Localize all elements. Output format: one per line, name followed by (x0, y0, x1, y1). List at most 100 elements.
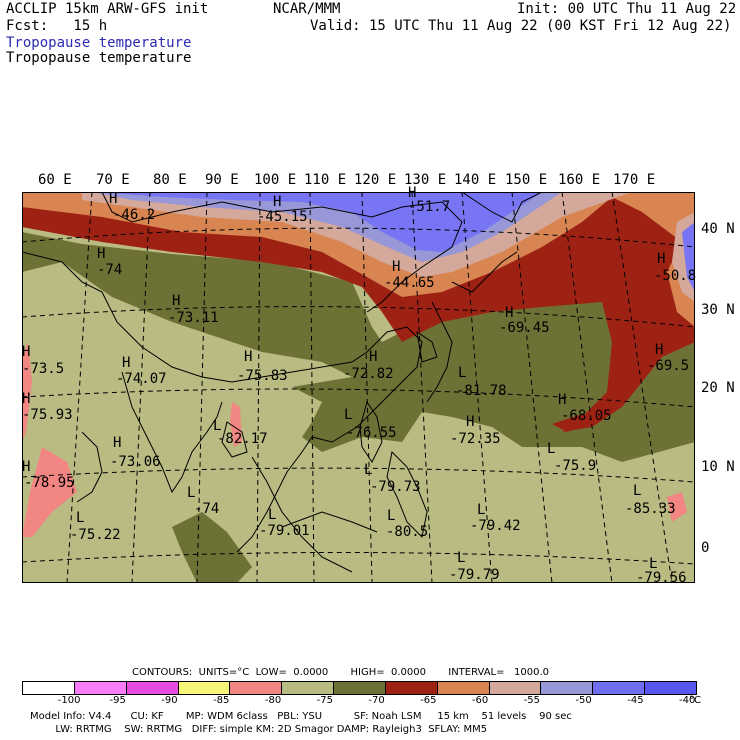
high-value: -73.06 (110, 454, 161, 470)
low-value: -75.9 (554, 458, 597, 474)
lon-label: 150 E (505, 172, 548, 188)
lat-label: 10 N (701, 459, 735, 475)
high-value: -75.83 (237, 368, 288, 384)
high-value: -73.11 (168, 310, 219, 326)
low-value: -79.56 (636, 570, 687, 586)
high-value: -72.82 (343, 366, 394, 382)
low-value: -85.33 (625, 501, 676, 517)
colorbar-tick-label: -95 (109, 695, 126, 706)
lon-label: 120 E (354, 172, 397, 188)
low-marker: L (457, 550, 466, 566)
lon-label: 110 E (304, 172, 347, 188)
high-marker: H (392, 259, 401, 275)
colorbar-unit: °C (689, 695, 701, 706)
low-marker: L (458, 365, 467, 381)
high-value: -74 (97, 262, 123, 278)
high-marker: H (97, 246, 106, 262)
high-marker: H (558, 392, 567, 408)
colorbar-swatch (541, 682, 594, 694)
colorbar-swatch (489, 682, 542, 694)
field-band-50-45 (97, 192, 542, 252)
colorbar-tick-label: -40 (679, 695, 696, 706)
high-marker: H (505, 305, 514, 321)
lat-label: 30 N (701, 302, 735, 318)
colorbar-tick-label: -75 (316, 695, 333, 706)
map-frame (22, 192, 695, 583)
low-value: -75.22 (70, 527, 121, 543)
colorbar-swatch (334, 682, 386, 694)
colorbar-swatch (126, 682, 179, 694)
low-marker: L (364, 462, 373, 478)
high-marker: H (109, 191, 118, 207)
lat-label: 20 N (701, 380, 735, 396)
lon-label: 140 E (454, 172, 497, 188)
field-title-primary: Tropopause temperature (6, 35, 192, 51)
coastlines (22, 192, 543, 573)
lon-label: 160 E (558, 172, 601, 188)
high-value: -72.35 (450, 431, 501, 447)
colorbar-swatch (385, 682, 438, 694)
colorbar (22, 681, 697, 695)
lon-label: 130 E (404, 172, 447, 188)
lat-label: 40 N (701, 221, 735, 237)
colorbar-tick-label: -80 (264, 695, 282, 706)
lon-label: 70 E (96, 172, 130, 188)
field-band-75-70-patch (172, 512, 252, 583)
low-marker: L (344, 407, 353, 423)
low-value: -79.42 (470, 518, 521, 534)
colorbar-swatch (23, 682, 75, 694)
high-marker: H (657, 251, 666, 267)
low-value: -80.5 (386, 524, 429, 540)
low-marker: L (477, 502, 486, 518)
colorbar-tick-label: -100 (57, 695, 81, 706)
high-marker: H (22, 344, 31, 360)
high-marker: H (122, 355, 131, 371)
low-marker: L (213, 418, 222, 434)
low-marker: L (268, 507, 277, 523)
high-value: -78.95 (24, 475, 75, 491)
lon-label: 90 E (205, 172, 239, 188)
colorbar-swatch (230, 682, 283, 694)
high-marker: H (655, 342, 664, 358)
low-value: -79.73 (370, 479, 421, 495)
colorbar-swatch (74, 682, 127, 694)
colorbar-tick-label: -90 (161, 695, 178, 706)
high-value: -44.65 (384, 275, 435, 291)
high-value: -73.5 (22, 361, 65, 377)
model-info-line1: Model Info: V4.4 CU: KF MP: WDM 6class P… (30, 711, 572, 722)
low-marker: L (387, 508, 396, 524)
colorbar-swatch (645, 682, 696, 694)
field-title-secondary: Tropopause temperature (6, 50, 192, 66)
high-value: -68.05 (561, 408, 612, 424)
high-marker: H (273, 194, 282, 210)
colorbar-tick-label: -85 (213, 695, 230, 706)
low-value: -79.79 (449, 567, 500, 583)
high-marker: H (466, 414, 475, 430)
high-value: -69.45 (499, 320, 550, 336)
valid-time: Valid: 15 UTC Thu 11 Aug 22 (00 KST Fri … (310, 18, 732, 34)
high-marker: H (22, 391, 31, 407)
colorbar-swatch (282, 682, 335, 694)
high-marker: H (408, 185, 417, 201)
high-value: -75.93 (22, 407, 73, 423)
high-value: -50.8 (654, 268, 697, 284)
high-value: -46.2 (113, 207, 156, 223)
colorbar-swatch (178, 682, 231, 694)
high-value: -51.7 (408, 199, 451, 215)
high-value: -74.07 (116, 371, 167, 387)
colorbar-tick-label: -65 (420, 695, 437, 706)
low-marker: L (187, 485, 196, 501)
high-value: -45.15 (257, 209, 308, 225)
low-value: -79.01 (259, 523, 310, 539)
low-marker: L (649, 556, 658, 572)
low-value: -81.78 (456, 383, 507, 399)
graticule (22, 192, 695, 583)
low-marker: L (633, 483, 642, 499)
model-info-line2: LW: RRTMG SW: RRTMG DIFF: simple KM: 2D … (30, 724, 488, 735)
high-marker: H (172, 293, 181, 309)
init-time: Init: 00 UTC Thu 11 Aug 22 (517, 1, 737, 17)
high-marker: H (369, 349, 378, 365)
low-value: -74 (194, 501, 220, 517)
lat-label: 0 (701, 540, 710, 556)
high-marker: H (113, 435, 122, 451)
